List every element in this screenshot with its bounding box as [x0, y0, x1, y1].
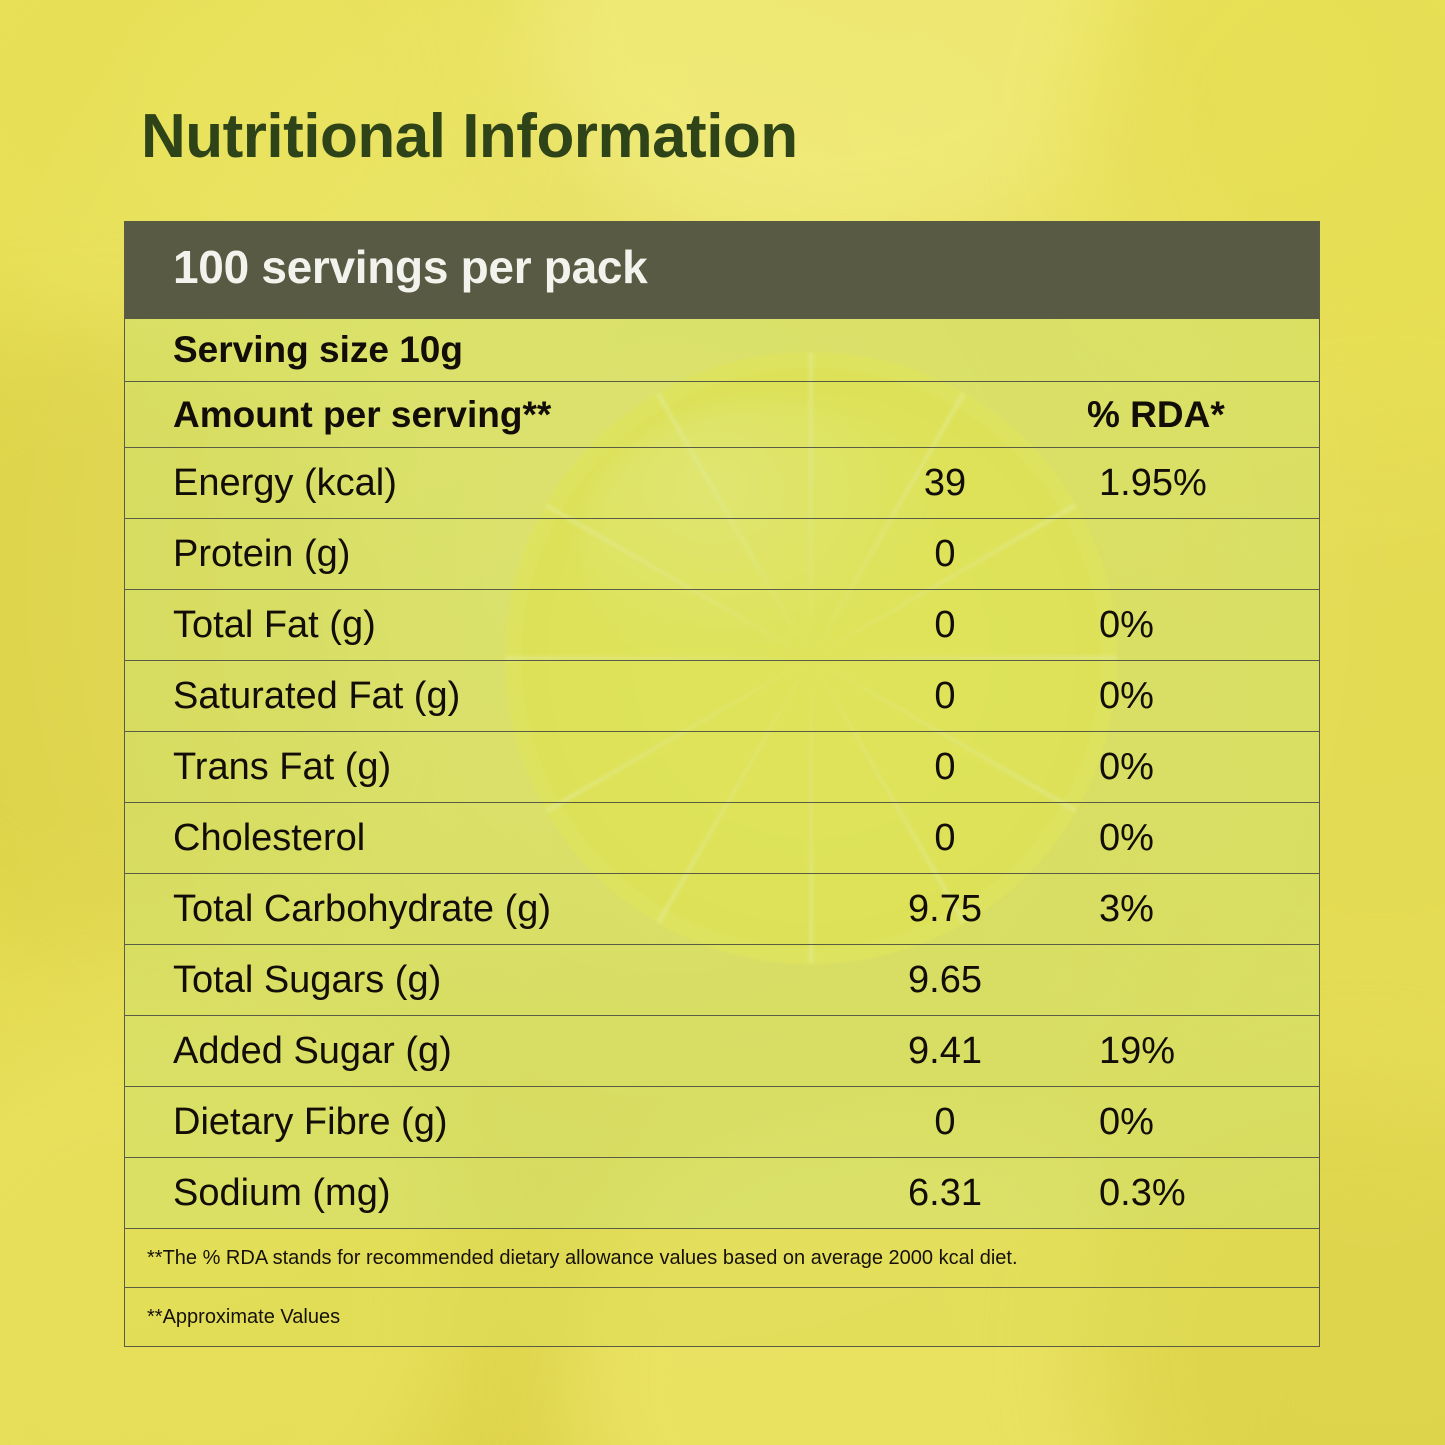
amount-per-serving-header: Amount per serving**	[173, 393, 552, 435]
footnotes: **The % RDA stands for recommended dieta…	[125, 1228, 1319, 1346]
nutrient-amount: 9.41	[908, 1029, 982, 1072]
nutrient-amount: 0	[934, 1100, 956, 1143]
table-row: Added Sugar (g) 9.41 19%	[125, 1015, 1319, 1086]
table-row: Total Carbohydrate (g) 9.75 3%	[125, 873, 1319, 944]
nutrient-rda: 3%	[1099, 887, 1154, 930]
nutrient-name: Total Carbohydrate (g)	[173, 887, 552, 930]
nutrient-amount: 0	[934, 674, 956, 717]
nutrient-rda: 0%	[1099, 674, 1154, 717]
table-row: Total Fat (g) 0 0%	[125, 589, 1319, 660]
rda-column-header: % RDA*	[1087, 393, 1225, 435]
table-row: Cholesterol 0 0%	[125, 802, 1319, 873]
nutrient-amount: 0	[934, 816, 956, 859]
nutrient-name: Protein (g)	[173, 532, 351, 575]
nutrient-name: Total Sugars (g)	[173, 958, 442, 1001]
footnote: **Approximate Values	[125, 1287, 1319, 1346]
nutrient-amount: 6.31	[908, 1171, 982, 1214]
nutrient-rda: 0%	[1099, 1100, 1154, 1143]
table-row: Trans Fat (g) 0 0%	[125, 731, 1319, 802]
nutrient-rows: Energy (kcal) 39 1.95% Protein (g) 0 Total Fa…	[125, 447, 1319, 1228]
nutrient-rda: 0%	[1099, 745, 1154, 788]
nutrient-name: Saturated Fat (g)	[173, 674, 461, 717]
table-row: Total Sugars (g) 9.65	[125, 944, 1319, 1015]
nutrient-name: Trans Fat (g)	[173, 745, 392, 788]
servings-per-pack-band: 100 servings per pack	[125, 221, 1319, 319]
nutrient-rda: 1.95%	[1099, 461, 1207, 504]
serving-size-label: Serving size 10g	[173, 329, 463, 370]
page-title: Nutritional Information	[141, 102, 798, 171]
nutrition-facts-panel: 100 servings per pack Serving size 10g A…	[124, 221, 1320, 1347]
table-row: Protein (g) 0	[125, 518, 1319, 589]
nutrient-name: Energy (kcal)	[173, 461, 397, 504]
nutrient-amount: 9.65	[908, 958, 982, 1001]
column-header-row: Amount per serving** % RDA*	[125, 381, 1319, 447]
nutrient-name: Dietary Fibre (g)	[173, 1100, 448, 1143]
nutrient-name: Cholesterol	[173, 816, 366, 859]
nutrient-amount: 39	[923, 461, 967, 504]
nutrient-amount: 0	[934, 532, 956, 575]
nutrient-rda: 19%	[1099, 1029, 1176, 1072]
table-row: Sodium (mg) 6.31 0.3%	[125, 1157, 1319, 1228]
nutrient-rda: 0%	[1099, 603, 1154, 646]
nutrient-rda: 0.3%	[1099, 1171, 1186, 1214]
nutrient-amount: 0	[934, 745, 956, 788]
nutrient-name: Total Fat (g)	[173, 603, 376, 646]
serving-size-row: Serving size 10g	[125, 319, 1319, 381]
nutrient-amount: 0	[934, 603, 956, 646]
table-row: Energy (kcal) 39 1.95%	[125, 447, 1319, 518]
nutrient-name: Sodium (mg)	[173, 1171, 391, 1214]
nutrient-amount: 9.75	[908, 887, 982, 930]
table-row: Saturated Fat (g) 0 0%	[125, 660, 1319, 731]
nutrient-rda: 0%	[1099, 816, 1154, 859]
nutrient-name: Added Sugar (g)	[173, 1029, 452, 1072]
table-row: Dietary Fibre (g) 0 0%	[125, 1086, 1319, 1157]
footnote: **The % RDA stands for recommended dieta…	[125, 1228, 1319, 1287]
